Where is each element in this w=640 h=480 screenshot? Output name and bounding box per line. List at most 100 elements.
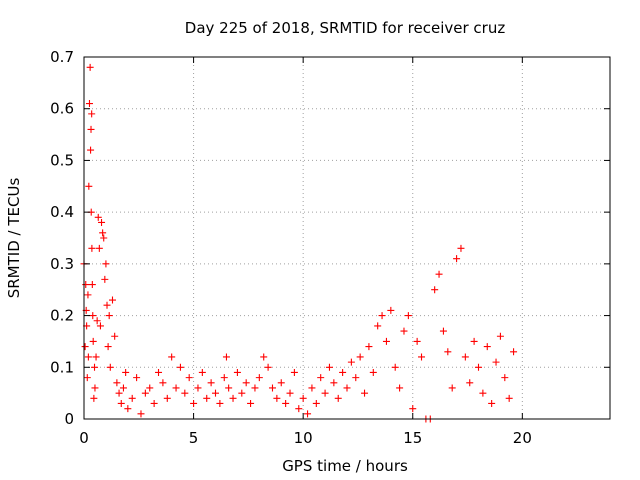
data-point (461, 353, 469, 361)
data-point (85, 182, 93, 190)
x-tick-label: 10 (294, 429, 313, 447)
data-point (103, 301, 111, 309)
data-point (190, 399, 198, 407)
data-point (330, 379, 338, 387)
data-point (194, 384, 202, 392)
data-point (168, 353, 176, 361)
data-point (282, 399, 290, 407)
data-point (124, 405, 132, 413)
data-point (352, 374, 360, 382)
data-point (295, 405, 303, 413)
plot-frame (83, 56, 611, 420)
data-point (155, 368, 163, 376)
data-point (268, 384, 276, 392)
data-point (141, 389, 149, 397)
data-point (501, 374, 509, 382)
data-point (115, 389, 123, 397)
x-tick-label: 20 (513, 429, 532, 447)
data-point (91, 363, 99, 371)
data-point (312, 399, 320, 407)
data-point (150, 399, 158, 407)
data-point (98, 218, 106, 226)
data-point (212, 389, 219, 397)
data-point (444, 348, 452, 356)
data-point (273, 394, 281, 402)
data-point (317, 374, 325, 382)
data-point (159, 379, 167, 387)
data-point (89, 337, 97, 345)
data-point (247, 399, 255, 407)
data-point (387, 306, 395, 314)
data-point (181, 389, 189, 397)
data-point (104, 343, 112, 351)
data-point (119, 384, 127, 392)
data-points (80, 63, 518, 423)
data-point (347, 358, 355, 366)
data-point (435, 270, 443, 278)
data-point (128, 394, 136, 402)
data-point (84, 353, 92, 361)
y-tick-label: 0.7 (50, 48, 74, 66)
data-point (105, 312, 113, 320)
y-tick-label: 0 (64, 410, 74, 428)
y-tick-label: 0.5 (50, 151, 74, 169)
data-point (222, 353, 230, 361)
data-point (470, 337, 478, 345)
data-point (207, 379, 215, 387)
y-tick-label: 0.1 (50, 358, 74, 376)
data-point (255, 374, 263, 382)
data-point (448, 384, 456, 392)
data-point (431, 286, 439, 294)
data-point (185, 374, 193, 382)
data-point (321, 389, 329, 397)
data-point (203, 394, 211, 402)
data-point (361, 389, 369, 397)
data-point (264, 363, 272, 371)
data-point (91, 384, 99, 392)
data-point (413, 337, 421, 345)
data-point (277, 379, 285, 387)
data-point (89, 312, 97, 320)
grid (84, 57, 610, 419)
data-point (84, 291, 92, 299)
data-point (82, 281, 90, 289)
data-point (111, 332, 119, 340)
data-point (356, 353, 364, 361)
data-point (85, 100, 93, 108)
data-point (343, 384, 351, 392)
y-tick-label: 0.2 (50, 307, 74, 325)
data-point (510, 348, 518, 356)
data-point (457, 244, 465, 252)
data-point (117, 399, 125, 407)
data-point (286, 389, 294, 397)
data-point (365, 343, 373, 351)
data-point (106, 363, 114, 371)
data-point (496, 332, 504, 340)
data-point (479, 389, 487, 397)
data-point (466, 379, 474, 387)
data-point (439, 327, 447, 335)
data-point (172, 384, 180, 392)
y-axis-label: SRMTID / TECUs (5, 178, 23, 299)
data-point (238, 389, 246, 397)
x-tick-label: 5 (189, 429, 199, 447)
y-tick-label: 0.4 (50, 203, 74, 221)
data-point (95, 244, 103, 252)
data-point (229, 394, 237, 402)
data-point (308, 384, 316, 392)
data-point (101, 275, 109, 283)
chart-title: Day 225 of 2018, SRMTID for receiver cru… (185, 19, 506, 37)
data-point (290, 368, 298, 376)
data-point (198, 368, 206, 376)
data-point (108, 296, 116, 304)
data-point (505, 394, 513, 402)
data-point (220, 374, 228, 382)
data-point (409, 405, 417, 413)
data-point (492, 358, 500, 366)
data-point (176, 363, 184, 371)
data-point (260, 353, 268, 361)
data-point (90, 394, 98, 402)
data-point (81, 343, 89, 351)
data-point (113, 379, 121, 387)
